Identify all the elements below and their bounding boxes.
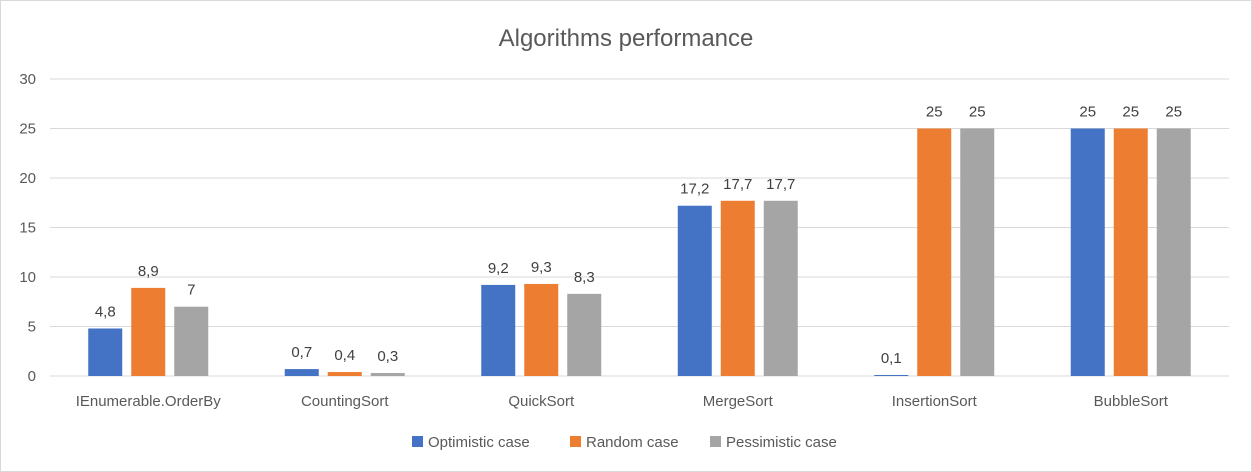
category-label: CountingSort [301,393,389,410]
data-label: 9,3 [531,259,552,276]
chart-title: Algorithms performance [499,25,754,52]
bar [763,200,798,376]
data-label: 8,9 [138,263,159,280]
category-label: BubbleSort [1094,393,1169,410]
bar [524,283,559,376]
legend-swatch [710,436,721,447]
y-tick-label: 0 [28,368,36,385]
legend-label: Optimistic case [428,434,530,451]
legend-label: Pessimistic case [726,434,837,451]
data-label: 17,7 [723,176,752,193]
data-label: 0,7 [291,344,312,361]
data-label: 17,2 [680,181,709,198]
data-label: 0,4 [334,347,355,364]
data-label: 25 [926,104,943,121]
y-tick-label: 20 [19,170,36,187]
bar [677,205,712,376]
category-label: InsertionSort [892,393,978,410]
category-label: MergeSort [703,393,774,410]
y-tick-label: 25 [19,121,36,138]
bar [370,373,405,376]
y-axis-ticks: 0 5 10 15 20 25 30 [19,71,36,385]
bar [284,369,319,376]
bar [327,372,362,376]
data-label: 25 [1079,104,1096,121]
data-label: 25 [1165,104,1182,121]
category-label: IEnumerable.OrderBy [76,393,222,410]
data-label: 17,7 [766,176,795,193]
data-label: 8,3 [574,269,595,286]
x-axis-categories: IEnumerable.OrderBy CountingSort QuickSort… [76,393,1169,410]
legend-swatch [412,436,423,447]
data-label: 0,1 [881,350,902,367]
bar [917,128,952,376]
bar [567,293,602,376]
data-label: 9,2 [488,260,509,277]
bars [88,128,1191,376]
gridlines [50,78,1229,377]
y-tick-label: 5 [28,319,36,336]
bar [131,287,166,376]
category-label: QuickSort [508,393,575,410]
bar [88,328,123,376]
legend-label: Random case [586,434,679,451]
bar [874,375,909,376]
legend: Optimistic case Random case Pessimistic ca… [412,434,837,451]
y-tick-label: 15 [19,220,36,237]
y-tick-label: 10 [19,269,36,286]
legend-swatch [570,436,581,447]
data-label: 7 [187,282,195,299]
data-label: 0,3 [377,348,398,365]
bar [481,284,516,376]
y-tick-label: 30 [19,71,36,88]
bar [1156,128,1191,376]
bar [1113,128,1148,376]
data-label: 25 [969,104,986,121]
data-label: 4,8 [95,303,116,320]
data-labels: 4,8 8,9 7 0,7 0,4 0,3 9,2 9,3 8,3 17,2 17,7 17,7 0,1… [95,104,1182,368]
bar [1070,128,1105,376]
bar [720,200,755,376]
bar [960,128,995,376]
bar [174,306,209,376]
data-label: 25 [1122,104,1139,121]
